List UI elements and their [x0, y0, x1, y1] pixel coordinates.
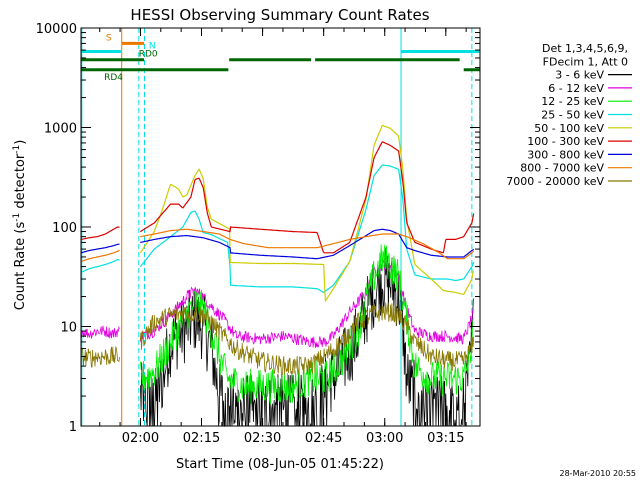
series-line-1	[80, 258, 475, 349]
legend-label-3: 25 - 50 keV	[541, 109, 604, 122]
legend-label-8: 7000 - 20000 keV	[506, 175, 604, 188]
y-axis-label: Count Rate (s-1 detector-1)	[12, 140, 28, 311]
flag-label-0: S	[106, 33, 112, 43]
x-tick-label-5: 03:15	[427, 431, 464, 446]
legend-label-1: 6 - 12 keV	[548, 82, 604, 95]
flag-label-3: RD4	[104, 73, 123, 83]
y-tick-label-1: 10	[60, 321, 77, 336]
series-line-8	[80, 302, 475, 377]
flag-label-1: N	[149, 42, 156, 52]
legend-label-7: 800 - 7000 keV	[520, 162, 604, 175]
series-line-5	[80, 141, 475, 254]
series-line-4	[139, 124, 474, 303]
legend-header-1: FDecim 1, Att 0	[543, 55, 628, 68]
series-line-3	[80, 164, 475, 293]
legend-label-5: 100 - 300 keV	[527, 135, 604, 148]
y-tick-label-2: 100	[52, 221, 77, 236]
series-line-2	[140, 244, 474, 405]
x-tick-label-2: 02:30	[244, 431, 281, 446]
x-axis-label: Start Time (08-Jun-05 01:45:22)	[176, 457, 384, 472]
x-tick-label-1: 02:15	[183, 431, 220, 446]
legend-label-6: 300 - 800 keV	[527, 148, 604, 161]
flag-label-2: RD0	[139, 50, 158, 60]
legend: Det 1,3,4,5,6,9,FDecim 1, Att 03 - 6 keV…	[506, 42, 632, 188]
x-tick-label-4: 03:00	[366, 431, 403, 446]
legend-header-0: Det 1,3,4,5,6,9,	[542, 42, 628, 55]
timestamp: 28-Mar-2010 20:55	[560, 469, 637, 478]
y-tick-label-4: 10000	[36, 22, 77, 37]
legend-label-0: 3 - 6 keV	[555, 69, 604, 82]
y-tick-label-0: 1	[69, 420, 77, 435]
y-tick-label-3: 1000	[44, 122, 77, 137]
x-tick-label-3: 02:45	[305, 431, 342, 446]
chart-title: HESSI Observing Summary Count Rates	[130, 6, 429, 24]
legend-label-2: 12 - 25 keV	[541, 95, 604, 108]
series-line-7	[80, 228, 475, 263]
legend-label-4: 50 - 100 keV	[534, 122, 604, 135]
x-tick-label-0: 02:00	[122, 431, 159, 446]
axes: 02:00 02:15 02:30 02:45 03:00 03:15 1 10 100 1000…	[36, 22, 480, 446]
series-line-6	[80, 228, 475, 260]
